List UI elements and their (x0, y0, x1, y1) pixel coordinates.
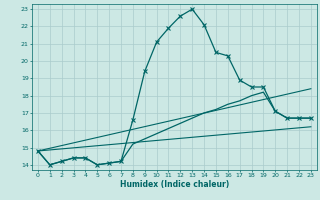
X-axis label: Humidex (Indice chaleur): Humidex (Indice chaleur) (120, 180, 229, 189)
